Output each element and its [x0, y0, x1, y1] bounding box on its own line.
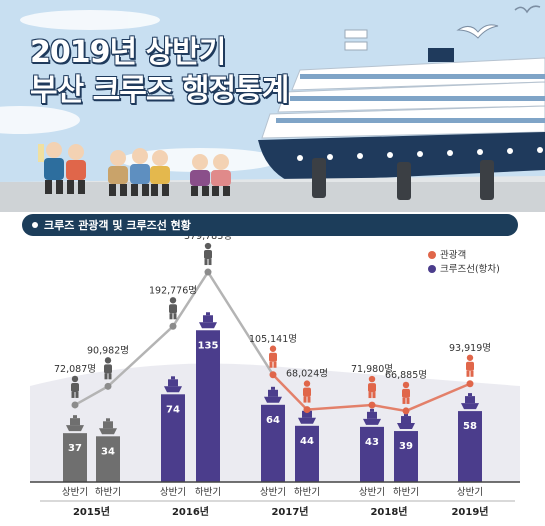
person-icon: [466, 354, 474, 377]
ship-icon: [199, 312, 217, 329]
tourist-value-label: 66,885명: [385, 370, 427, 381]
ship-icon: [363, 408, 381, 425]
half-year-label: 상반기: [160, 487, 186, 498]
ship-bar: [96, 436, 120, 482]
person-icon: [169, 297, 177, 320]
tourist-value-label: 72,087명: [54, 364, 96, 375]
ship-value-label: 74: [166, 404, 180, 415]
tourist-point: [104, 382, 112, 390]
person-icon: [303, 380, 311, 403]
tourist-value-label: 68,024명: [286, 369, 328, 380]
person-icon: [204, 242, 212, 266]
legend-tourist-marker: [428, 251, 436, 259]
section-header: 크루즈 관광객 및 크루즈선 현황: [22, 214, 518, 236]
tourist-value-label: 105,141명: [249, 334, 297, 345]
tourist-point: [269, 371, 277, 379]
tourist-point: [303, 406, 311, 414]
tourist-value-label: 192,776명: [149, 285, 197, 296]
half-year-label: 하반기: [95, 486, 121, 498]
legend-ship-label: 크루즈선(항차): [440, 263, 500, 275]
ship-value-label: 44: [300, 436, 314, 447]
half-year-label: 상반기: [62, 487, 88, 498]
ship-icon: [66, 415, 84, 432]
ship-value-label: 135: [198, 340, 219, 351]
page-title: 2019년 상반기 부산 크루즈 행정통계: [30, 34, 289, 110]
year-label: 2018년: [370, 505, 407, 518]
person-icon: [368, 375, 376, 399]
tourist-point: [466, 380, 474, 388]
ship-value-label: 37: [68, 443, 82, 454]
ship-icon: [461, 393, 479, 410]
tourist-point: [169, 322, 177, 330]
ship-value-label: 39: [399, 441, 413, 452]
tourist-value-label: 379,783명: [184, 236, 232, 242]
tourist-value-label: 90,982명: [87, 345, 129, 356]
title-line-2: 부산 크루즈 행정통계: [30, 73, 289, 108]
tourist-point: [368, 401, 376, 409]
person-icon: [71, 375, 79, 398]
pier: [0, 182, 545, 212]
half-year-label: 상반기: [359, 487, 385, 498]
half-year-label: 상반기: [260, 487, 286, 498]
header-banner: 2019년 상반기 부산 크루즈 행정통계: [0, 0, 545, 212]
ship-bar: [196, 330, 220, 482]
ship-icon: [397, 413, 415, 430]
ship-icon: [264, 386, 282, 403]
seagull-icon: [456, 24, 499, 39]
bollard-icon: [312, 158, 494, 200]
ship-bar: [261, 404, 285, 482]
legend-tourist-label: 관광객: [440, 249, 466, 261]
tourist-value-label: 93,919명: [449, 343, 491, 354]
ship-bar: [360, 426, 384, 482]
ship-value-label: 58: [463, 421, 477, 432]
half-year-label: 하반기: [393, 486, 419, 498]
tourist-point: [71, 401, 79, 409]
tourist-value-label: 71,980명: [351, 364, 393, 375]
person-icon: [104, 357, 112, 380]
header-illustration: [0, 5, 545, 212]
ship-icon: [99, 418, 117, 435]
tourist-people-illustration: [38, 142, 231, 196]
bullet-icon: [32, 222, 38, 228]
title-line-1: 2019년 상반기: [30, 35, 226, 70]
cruise-ship-illustration: [258, 29, 545, 182]
ship-bar: [295, 425, 319, 482]
ship-bar: [161, 394, 185, 482]
ship-value-label: 64: [266, 415, 280, 426]
person-icon: [402, 381, 410, 404]
ship-bar: [63, 433, 87, 482]
half-year-label: 상반기: [457, 487, 483, 498]
half-year-label: 하반기: [195, 486, 221, 498]
legend-ship-marker: [428, 265, 436, 273]
tourist-point: [204, 268, 212, 276]
seagull-icon: [514, 5, 541, 14]
year-label: 2017년: [271, 505, 308, 518]
x-axis: 상반기 하반기 상반기 하반기 상반기 하반기 상반기 하반기 상반기 2015년 2016년 201…: [30, 481, 520, 518]
cruise-chart: 37 34 74 135 64 44 43 39 58 72,087명 90,982명 192,77…: [30, 236, 520, 518]
year-label: 2015년: [73, 505, 110, 518]
tourist-points: 72,087명 90,982명 192,776명 379,783명 105,141명 68…: [54, 236, 491, 415]
year-label: 2019년: [451, 505, 488, 518]
year-label: 2016년: [172, 505, 209, 518]
section-title: 크루즈 관광객 및 크루즈선 현황: [44, 219, 191, 232]
ship-value-label: 34: [101, 446, 115, 457]
ship-bar: [394, 431, 418, 482]
ship-value-label: 43: [365, 437, 379, 448]
half-year-label: 하반기: [294, 486, 320, 498]
tourist-point: [402, 407, 410, 415]
ship-icon: [164, 376, 182, 393]
ship-bars: 37 34 74 135 64 44 43 39 58: [63, 312, 482, 482]
ship-bar: [458, 411, 482, 482]
person-icon: [269, 345, 277, 368]
